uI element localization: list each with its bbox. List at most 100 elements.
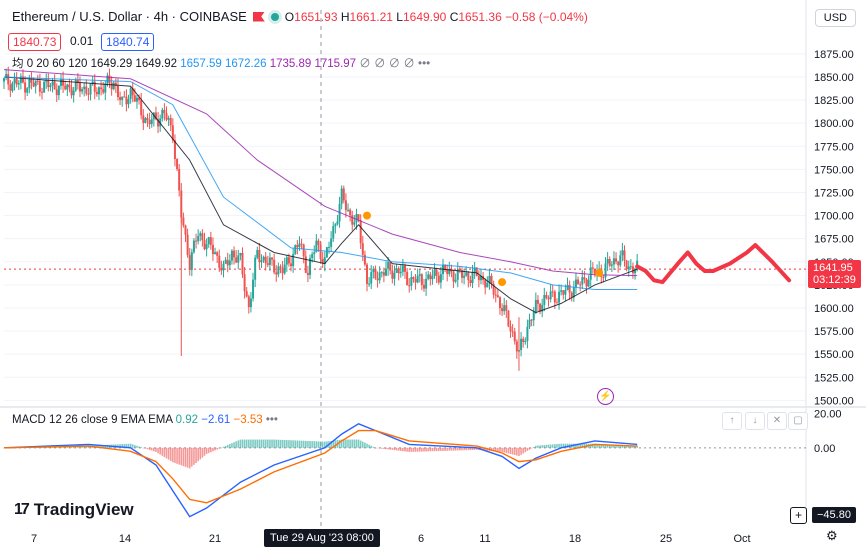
candle-body xyxy=(57,85,60,96)
macd-histogram-bar xyxy=(528,447,531,450)
candle-body xyxy=(385,268,388,276)
macd-histogram-bar xyxy=(146,447,149,450)
close-icon[interactable]: ✕ xyxy=(767,412,787,430)
macd-histogram-bar xyxy=(161,447,164,456)
last-price-value: 1641.95 xyxy=(813,262,853,274)
macd-histogram-bar xyxy=(507,447,510,454)
candle-body xyxy=(498,297,501,309)
candle-body xyxy=(374,268,377,279)
macd-histogram-bar xyxy=(397,447,400,451)
candle-body xyxy=(467,272,470,281)
macd-legend-tools[interactable]: ••• xyxy=(265,414,278,426)
macd-histogram-bar xyxy=(364,442,366,448)
macd-histogram-bar xyxy=(554,444,556,448)
candle-body xyxy=(131,88,134,96)
ma-legend-label[interactable]: 均 0 20 60 120 xyxy=(12,58,88,70)
ma-legend-tools[interactable]: ∅ ∅ ∅ ∅ ••• xyxy=(359,58,431,70)
candle-body xyxy=(100,87,103,90)
candle-body xyxy=(344,200,347,211)
candle-body xyxy=(49,85,52,88)
macd-histogram-bar xyxy=(456,447,459,451)
macd-histogram-bar xyxy=(450,447,453,451)
candle-body xyxy=(427,274,430,279)
candle-body xyxy=(522,338,525,343)
candle-body xyxy=(108,75,111,83)
y-tick-label: 1750.00 xyxy=(814,164,854,176)
macd-histogram-bar xyxy=(169,447,172,461)
candle-body xyxy=(220,267,223,271)
candle-body xyxy=(275,272,278,275)
macd-histogram-bar xyxy=(178,447,180,465)
move-up-icon[interactable]: ↑ xyxy=(722,412,742,430)
candle-body xyxy=(340,188,343,204)
add-icon[interactable]: + xyxy=(790,507,807,524)
candle-body xyxy=(380,272,383,274)
macd-histogram-bar xyxy=(150,447,153,451)
candle-body xyxy=(631,266,634,274)
macd-histogram-bar xyxy=(501,447,503,452)
macd-histogram-bar xyxy=(418,447,421,452)
macd-histogram-bar xyxy=(252,439,254,448)
candle-body xyxy=(62,78,65,86)
candle-body xyxy=(612,258,615,265)
macd-histogram-bar xyxy=(448,447,451,451)
macd-histogram-bar xyxy=(224,445,227,448)
macd-histogram-bar xyxy=(201,447,204,458)
candle-body xyxy=(85,86,88,94)
macd-histogram-bar xyxy=(459,447,461,451)
candle-body xyxy=(543,295,546,305)
macd-histogram-bar xyxy=(575,443,577,448)
macd-histogram-bar xyxy=(627,445,630,448)
macd-histogram-bar xyxy=(366,443,368,448)
macd-histogram-bar xyxy=(142,447,145,449)
macd-histogram-bar xyxy=(560,443,562,448)
event-marker xyxy=(498,278,507,287)
candle-body xyxy=(627,266,630,270)
candle-body xyxy=(285,257,288,265)
lightning-icon[interactable]: ⚡ xyxy=(597,388,614,405)
macd-histogram-bar xyxy=(332,440,335,448)
candle-body xyxy=(279,266,282,268)
x-tick-label: 14 xyxy=(119,533,131,545)
sell-button[interactable]: 1840.73 xyxy=(8,33,62,51)
candle-body xyxy=(553,291,556,303)
candle-body xyxy=(311,254,314,259)
macd-histogram-bar xyxy=(482,447,484,451)
x-tick-label: 18 xyxy=(569,533,581,545)
buy-button[interactable]: 1840.74 xyxy=(101,33,155,51)
tradingview-logo[interactable]: 17 TradingView xyxy=(14,500,134,519)
macd-histogram-bar xyxy=(421,447,423,452)
candle-body xyxy=(435,269,438,276)
flag-icon[interactable] xyxy=(252,11,265,22)
symbol-title[interactable]: Ethereum / U.S. Dollar · 4h · COINBASE xyxy=(12,9,247,24)
macd-histogram-bar xyxy=(549,444,552,448)
macd-histogram-bar xyxy=(119,444,121,448)
move-down-icon[interactable]: ↓ xyxy=(745,412,765,430)
candle-body xyxy=(589,267,592,280)
candle-body xyxy=(199,233,202,236)
candle-body xyxy=(410,277,413,286)
candle-body xyxy=(214,252,217,255)
candle-body xyxy=(477,275,480,281)
macd-histogram-bar xyxy=(402,447,404,452)
macd-histogram-bar xyxy=(594,443,596,448)
macd-histogram-bar xyxy=(446,447,449,451)
candle-body xyxy=(74,79,77,91)
candle-body xyxy=(330,238,333,247)
macd-histogram-bar xyxy=(140,447,142,448)
macd-legend-label[interactable]: MACD 12 26 close 9 EMA EMA xyxy=(12,414,173,426)
macd-histogram-bar xyxy=(604,444,607,448)
candle-body xyxy=(95,91,98,95)
macd-histogram-bar xyxy=(127,443,130,448)
currency-selector[interactable]: USD xyxy=(814,9,856,27)
candle-body xyxy=(205,244,208,250)
candle-body xyxy=(591,267,594,269)
macd-histogram-bar xyxy=(359,440,362,448)
candle-body xyxy=(218,255,221,268)
candle-body xyxy=(207,237,210,245)
macd-histogram-bar xyxy=(222,446,225,448)
maximize-icon[interactable]: ▢ xyxy=(788,412,808,430)
gear-icon[interactable]: ⚙ xyxy=(826,528,838,543)
candle-body xyxy=(610,264,613,266)
